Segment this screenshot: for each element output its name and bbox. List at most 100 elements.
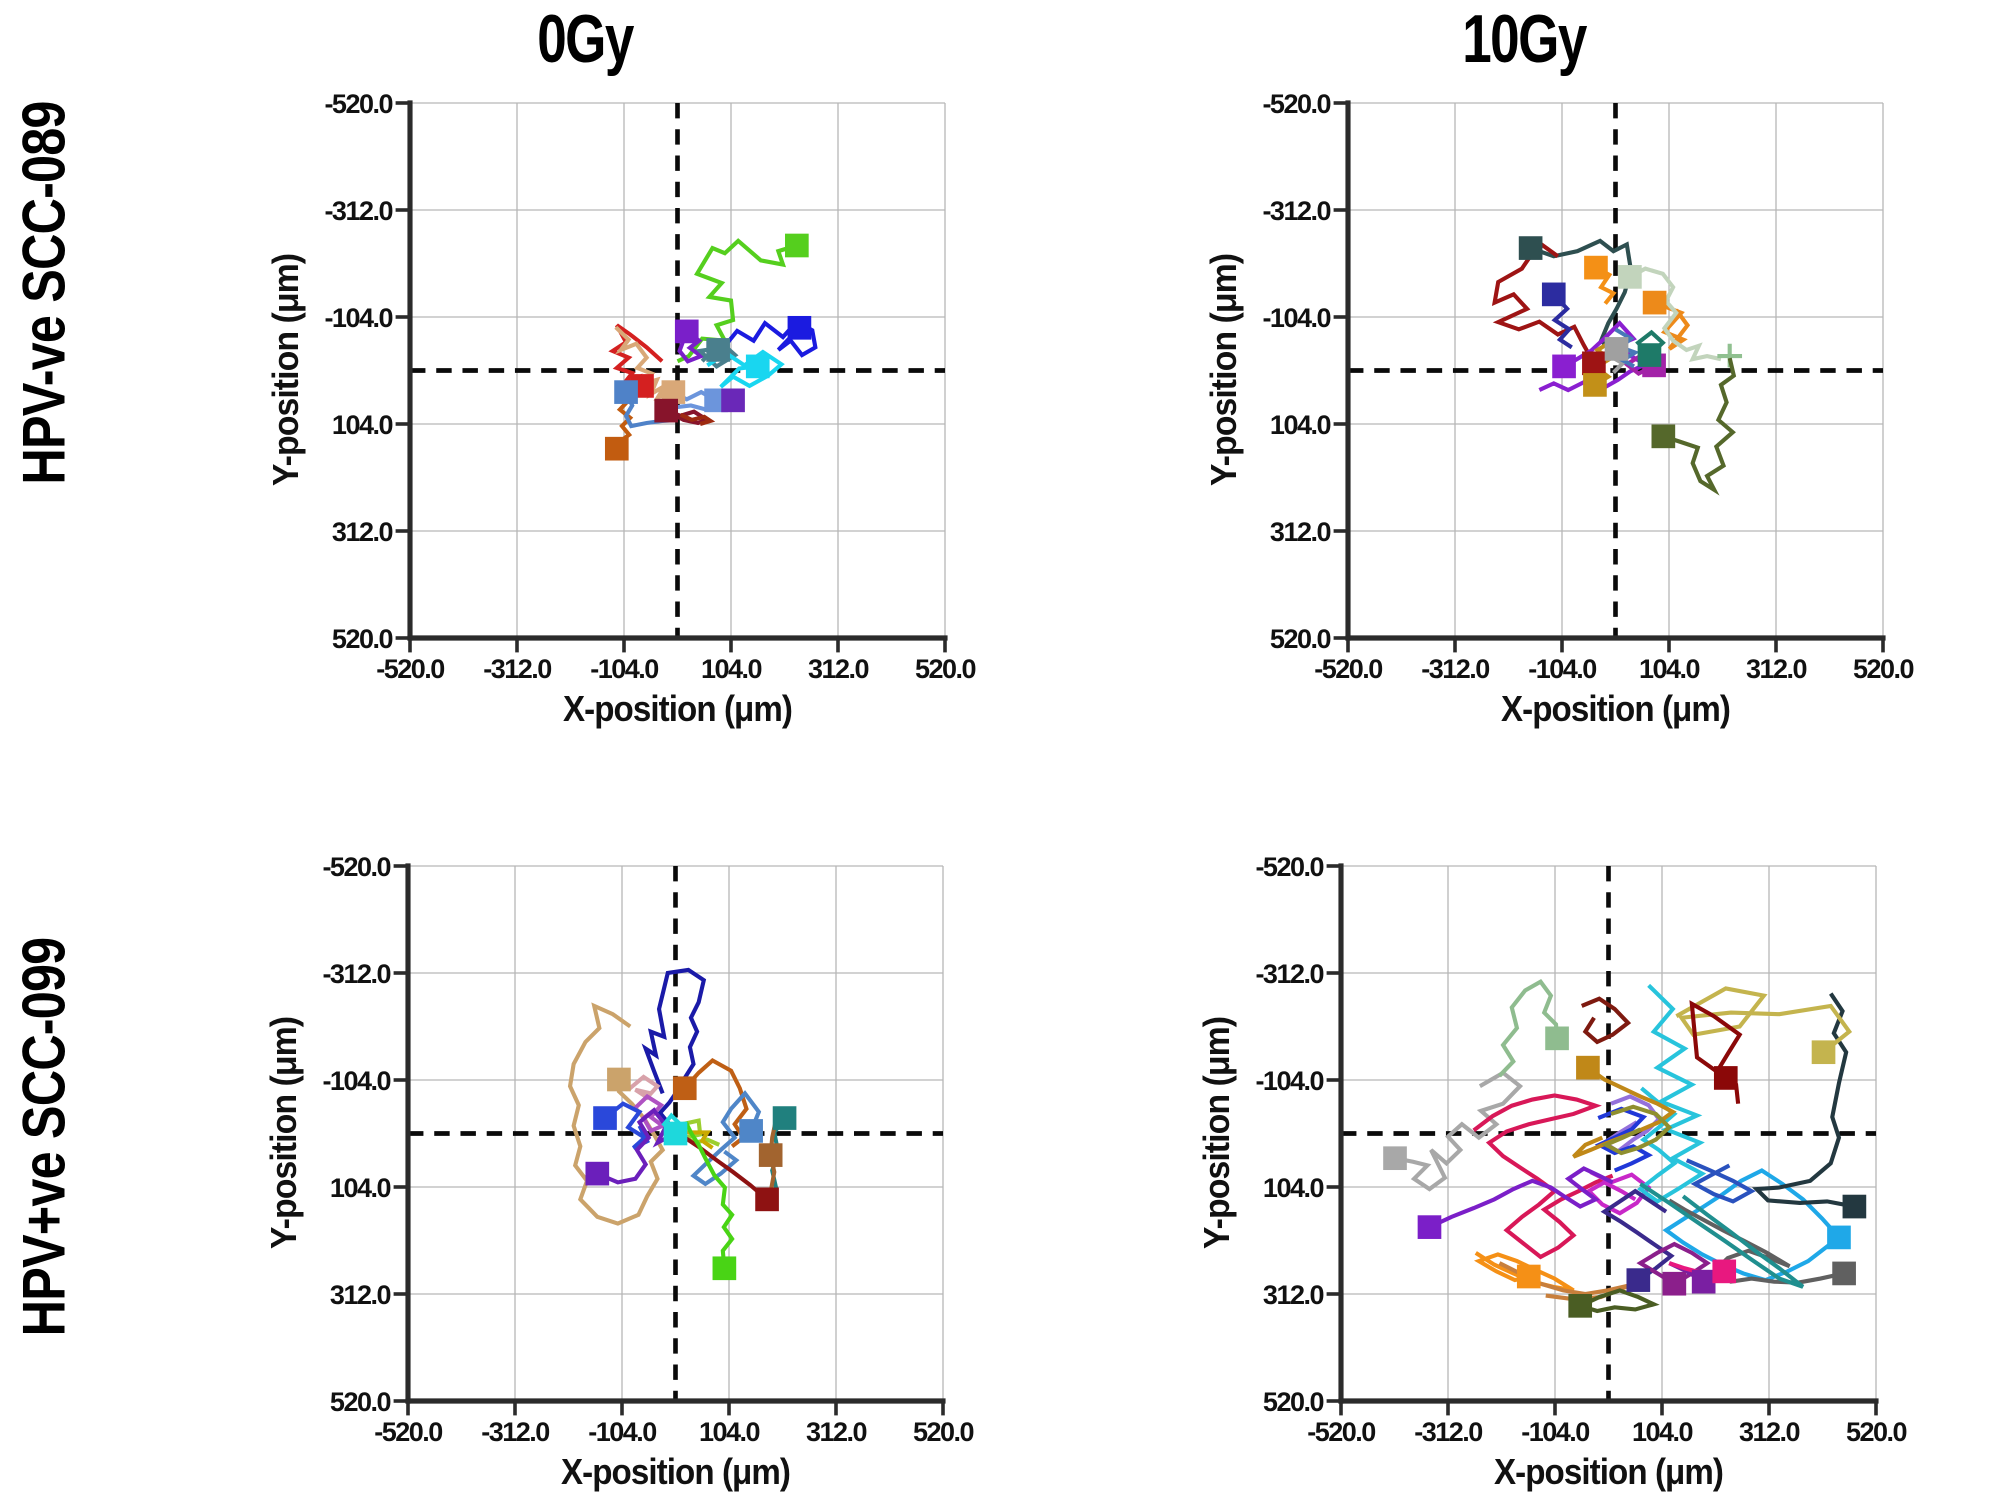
track-line: [679, 412, 716, 426]
subplot-scc099-10gy: X-position (μm) Y-position (μm) -520.0 -5…: [1196, 852, 1908, 1492]
track-line: [679, 1130, 714, 1150]
y-tick-label: -104.0: [1262, 303, 1331, 333]
x-tick-label: -312.0: [483, 654, 552, 684]
x-tick-label: -312.0: [481, 1417, 550, 1447]
track-marker: [739, 1119, 763, 1143]
track-line: [677, 329, 706, 364]
x-tick-label: 312.0: [1738, 1417, 1801, 1447]
x-tick-label: -520.0: [1307, 1417, 1376, 1447]
track-marker: [1832, 1261, 1856, 1286]
x-tick-label: 104.0: [1638, 654, 1701, 684]
track-marker: [1827, 1225, 1851, 1250]
track-marker: [585, 1161, 610, 1186]
track-line: [596, 1107, 674, 1185]
track-marker: [1518, 236, 1543, 260]
x-tick-label: -312.0: [1414, 1417, 1483, 1447]
track-line: [1580, 996, 1632, 1045]
track-line: [1653, 300, 1691, 351]
track-marker: [721, 388, 745, 413]
subplot-scc089-10gy: X-position (μm) Y-position (μm) -520.0 -5…: [1203, 89, 1915, 729]
track-line: [1601, 1104, 1673, 1156]
y-tick-label: -312.0: [322, 959, 391, 989]
row-label-hpv-positive-scc099: HPV+ve SCC-099: [10, 937, 78, 1337]
x-axis-label: X-position (μm): [562, 688, 793, 729]
y-tick-label: 312.0: [331, 517, 394, 547]
track-marker: [1604, 337, 1629, 361]
y-tick-label: -104.0: [322, 1066, 391, 1096]
track-line: [1585, 1170, 1652, 1216]
y-tick-label: 520.0: [331, 624, 394, 654]
track-line: [1472, 1093, 1614, 1260]
track-marker: [1642, 290, 1667, 315]
track-line: [641, 967, 707, 1131]
x-tick-label: 312.0: [1745, 654, 1808, 684]
track-marker: [1811, 1040, 1836, 1065]
x-axis-label: X-position (μm): [1500, 688, 1731, 729]
track-marker: [706, 338, 730, 362]
y-tick-label: -520.0: [1262, 89, 1331, 119]
track-line: [1628, 266, 1722, 363]
track-marker: [772, 1106, 797, 1130]
track-marker: [1626, 1268, 1651, 1292]
track-marker: [1541, 282, 1566, 307]
track-marker: [604, 436, 629, 461]
track-line: [1474, 1251, 1575, 1293]
track-marker: [1545, 1026, 1569, 1051]
track-marker: [787, 315, 812, 340]
track-line: [1572, 1065, 1677, 1159]
track-line: [1600, 1188, 1675, 1282]
track-marker: [1713, 1066, 1738, 1090]
x-tick-label: -520.0: [374, 1417, 443, 1447]
track-marker: [1552, 354, 1576, 379]
trajectory-plot-scc099-10gy: [1326, 863, 1879, 1416]
y-axis-label: Y-position (μm): [1196, 1016, 1237, 1250]
track-marker: [1584, 255, 1608, 280]
y-tick-label: -312.0: [1262, 196, 1331, 226]
track-line: [1668, 1198, 1845, 1285]
track-line: [683, 1121, 735, 1269]
track-marker: [1417, 1215, 1442, 1239]
subplot-scc099-0gy: X-position (μm) Y-position (μm) -520.0 -5…: [263, 852, 975, 1492]
track-line: [1636, 983, 1707, 1204]
column-title-10gy: 10Gy: [1462, 1, 1587, 77]
track-marker: [614, 380, 638, 404]
track-marker: [1842, 1194, 1867, 1219]
track-line: [1491, 240, 1596, 365]
y-tick-label: -312.0: [324, 196, 393, 226]
x-tick-label: 520.0: [914, 654, 977, 684]
track-line: [1497, 979, 1560, 1078]
track-marker: [1516, 1264, 1541, 1289]
track-line: [626, 1074, 661, 1101]
x-tick-label: 104.0: [700, 654, 763, 684]
x-tick-label: 520.0: [1852, 654, 1915, 684]
track-marker: [1691, 1269, 1716, 1294]
y-tick-label: 312.0: [329, 1280, 392, 1310]
track-marker: [1662, 1271, 1687, 1296]
track-line: [1685, 1158, 1756, 1204]
subplot-scc089-0gy: X-position (μm) Y-position (μm) -520.0 -5…: [265, 89, 977, 729]
y-tick-label: 104.0: [329, 1173, 392, 1203]
track-line: [1579, 1288, 1660, 1314]
track-line: [1639, 1182, 1805, 1289]
x-tick-label: -520.0: [1314, 654, 1383, 684]
y-tick-label: -104.0: [324, 303, 393, 333]
x-tick-label: 104.0: [1631, 1417, 1694, 1447]
track-marker: [1637, 343, 1662, 367]
y-tick-label: 520.0: [1262, 1387, 1325, 1417]
x-tick-label: -104.0: [1521, 1417, 1590, 1447]
y-axis-label: Y-position (μm): [1203, 253, 1244, 487]
track-marker: [661, 380, 686, 404]
track-line: [567, 1002, 666, 1226]
y-tick-label: 312.0: [1262, 1280, 1325, 1310]
x-tick-label: 520.0: [912, 1417, 975, 1447]
track-marker: [1618, 265, 1642, 289]
row-label-hpv-negative-scc089: HPV-ve SCC-089: [10, 101, 78, 485]
y-axis-label: Y-position (μm): [265, 253, 306, 487]
column-title-0gy: 0Gy: [537, 1, 634, 77]
track-marker: [712, 1256, 737, 1281]
track-marker: [1383, 1146, 1407, 1171]
track-marker: [607, 1067, 631, 1092]
y-tick-label: 520.0: [1269, 624, 1332, 654]
x-axis-label: X-position (μm): [1493, 1451, 1724, 1492]
